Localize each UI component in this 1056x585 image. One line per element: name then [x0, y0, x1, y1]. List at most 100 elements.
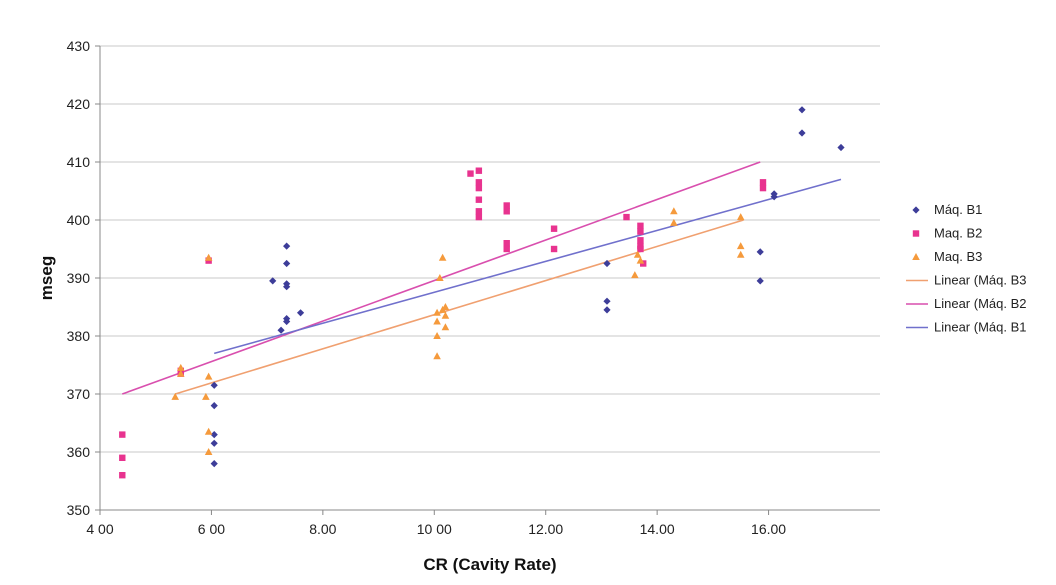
data-point-series-2: [475, 196, 483, 203]
data-point-series-3: [670, 218, 678, 226]
legend-symbol: [912, 253, 920, 260]
legend-symbol: [912, 230, 920, 237]
data-point-series-3: [433, 352, 441, 360]
legend-item: Maq. B2: [912, 226, 982, 241]
data-point-series-1: [210, 460, 218, 468]
data-point-series-2: [467, 170, 474, 177]
y-tick-label: 380: [67, 328, 91, 344]
legend-item: Maq. B3: [912, 249, 982, 264]
data-point-series-3: [436, 274, 444, 281]
y-tick-label: 400: [67, 212, 91, 228]
data-point-series-1: [296, 309, 305, 317]
x-tick-label: 4 00: [86, 521, 113, 537]
data-point-series-2: [475, 179, 483, 186]
legend-symbol: [912, 206, 920, 214]
trendline-3: [214, 178, 842, 355]
data-point-series-2: [475, 213, 483, 221]
data-point-series-2: [503, 240, 510, 247]
data-point-series-2: [119, 454, 126, 461]
data-point-series-2: [637, 222, 644, 229]
data-point-series-3: [433, 317, 441, 325]
data-point-series-3: [433, 308, 441, 316]
legend: Máq. B1 Maq. B2 Maq. B3 Linear (Máq. B3 Line…: [906, 202, 1027, 335]
data-point-series-1: [210, 431, 218, 439]
data-point-series-3: [176, 363, 185, 371]
data-point-series-1: [837, 143, 845, 152]
data-point-series-2: [550, 225, 558, 232]
tick-labels-layer: 350 360 370 380 390 400 410 420 430 4 00 6 00 8.00 1…: [67, 38, 787, 537]
data-point-series-2: [119, 472, 126, 479]
data-point-series-2: [759, 184, 767, 192]
legend-label: Linear (Máq. B1: [934, 320, 1027, 335]
y-axis-title: mseg: [37, 256, 56, 300]
x-tick-label: 14.00: [640, 521, 675, 537]
data-point-series-2: [475, 184, 483, 192]
data-point-series-3: [636, 256, 645, 264]
legend-label: Linear (Máq. B3: [934, 273, 1027, 288]
data-point-series-2: [759, 179, 767, 186]
data-point-series-3: [176, 369, 185, 377]
data-point-series-3: [438, 253, 447, 261]
data-point-series-3: [631, 271, 639, 279]
data-point-series-1: [283, 283, 291, 291]
data-point-series-1: [603, 306, 611, 314]
data-point-series-2: [637, 245, 644, 253]
x-tick-label: 8.00: [309, 521, 336, 537]
data-point-series-1: [603, 297, 611, 305]
data-point-series-1: [269, 277, 277, 285]
y-tick-label: 370: [67, 386, 91, 402]
y-tick-label: 350: [67, 502, 91, 518]
y-tick-label: 390: [67, 270, 91, 286]
data-point-series-1: [210, 381, 218, 389]
data-point-series-2: [503, 202, 510, 209]
y-tick-label: 360: [67, 444, 91, 460]
data-point-series-3: [736, 250, 745, 258]
data-point-series-1: [283, 259, 291, 268]
legend-item: Linear (Máq. B2: [906, 296, 1027, 311]
data-point-series-3: [670, 207, 678, 215]
data-point-series-3: [171, 392, 180, 400]
legend-label: Linear (Máq. B2: [934, 296, 1027, 311]
data-point-series-3: [204, 427, 213, 435]
data-point-series-1: [210, 402, 218, 410]
data-point-series-1: [770, 193, 778, 201]
data-point-series-2: [637, 237, 644, 244]
data-point-series-1: [283, 242, 291, 250]
legend-item: Linear (Máq. B3: [906, 273, 1027, 288]
x-tick-label: 16.00: [751, 521, 786, 537]
legend-label: Máq. B1: [934, 202, 982, 217]
y-tick-label: 420: [67, 96, 91, 112]
data-point-series-2: [119, 431, 126, 438]
data-point-series-3: [202, 392, 210, 400]
points-layer: [119, 106, 845, 479]
data-point-series-2: [475, 208, 483, 215]
data-point-series-1: [798, 129, 806, 137]
data-point-series-2: [475, 167, 483, 174]
data-point-series-1: [798, 106, 806, 114]
y-tick-label: 430: [67, 38, 91, 54]
y-tick-label: 410: [67, 154, 91, 170]
legend-item: Linear (Máq. B1: [906, 320, 1027, 335]
data-point-series-3: [204, 253, 213, 261]
data-point-series-1: [277, 326, 285, 334]
data-point-series-2: [637, 228, 644, 235]
trendline-1: [174, 219, 744, 395]
x-tick-label: 6 00: [198, 521, 225, 537]
data-point-series-1: [756, 277, 764, 285]
data-point-series-3: [433, 332, 441, 339]
x-tick-label: 12.00: [528, 521, 563, 537]
x-axis-title: CR (Cavity Rate): [423, 555, 556, 574]
data-point-series-2: [503, 208, 510, 215]
data-point-series-3: [204, 372, 213, 380]
data-point-series-2: [550, 245, 558, 253]
data-point-series-1: [283, 317, 291, 326]
data-point-series-2: [503, 245, 510, 253]
legend-label: Maq. B2: [934, 226, 982, 241]
data-point-series-3: [736, 213, 745, 221]
legend-item: Máq. B1: [912, 202, 982, 217]
x-tick-label: 10 00: [417, 521, 452, 537]
grid-layer: [100, 45, 880, 511]
data-point-series-3: [633, 250, 642, 258]
